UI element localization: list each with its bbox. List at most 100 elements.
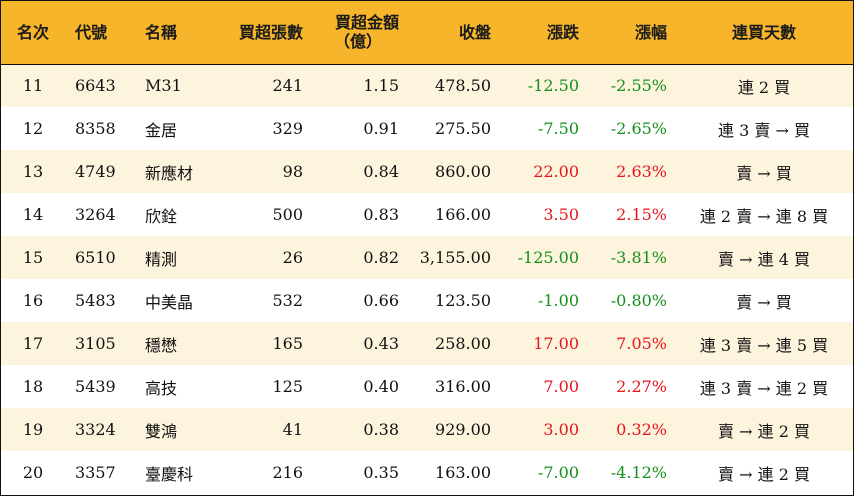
cell-close: 258.00 bbox=[435, 334, 491, 353]
cell-name: 穩懋 bbox=[145, 335, 178, 355]
cell-name: 中美晶 bbox=[145, 292, 194, 312]
cell-pct: -2.55% bbox=[610, 76, 667, 96]
col-header-volume: 買超張數 bbox=[215, 1, 311, 65]
cell-close: 166.00 bbox=[435, 205, 491, 224]
cell-change: -1.00 bbox=[537, 291, 579, 310]
cell-volume: 165 bbox=[272, 334, 303, 353]
table-row: 16 5483 中美晶 532 0.66 123.50 -1.00 -0.80% 賣 → 買 bbox=[1, 279, 853, 322]
table-row: 17 3105 穩懋 165 0.43 258.00 17.00 7.05% 連 3 賣 → 連… bbox=[1, 322, 853, 365]
cell-rank: 13 bbox=[22, 162, 44, 181]
cell-close: 316.00 bbox=[435, 377, 491, 396]
cell-name: 雙鴻 bbox=[145, 421, 178, 441]
cell-name: 臺慶科 bbox=[145, 464, 194, 484]
cell-pct: 2.27% bbox=[616, 377, 667, 396]
cell-close: 478.50 bbox=[435, 76, 491, 96]
cell-volume: 500 bbox=[272, 205, 303, 224]
cell-name: 金居 bbox=[145, 120, 178, 140]
cell-volume: 98 bbox=[282, 162, 303, 181]
cell-code: 3357 bbox=[75, 463, 116, 482]
cell-pct: 2.15% bbox=[616, 205, 667, 224]
cell-close: 275.50 bbox=[435, 119, 491, 138]
cell-pct: 0.32% bbox=[616, 420, 667, 439]
col-header-pct: 漲幅 bbox=[587, 1, 675, 65]
cell-change: -7.00 bbox=[537, 463, 579, 482]
cell-rank: 18 bbox=[22, 377, 44, 396]
table-header-row: 名次 代號 名稱 買超張數 買超金額 （億） 收盤 漲跌 漲幅 連買天數 bbox=[1, 1, 853, 65]
cell-days: 賣 → 連 4 買 bbox=[718, 249, 810, 269]
cell-volume: 241 bbox=[272, 76, 303, 96]
cell-name: 高技 bbox=[145, 378, 178, 398]
cell-rank: 14 bbox=[22, 205, 44, 224]
col-header-code: 代號 bbox=[65, 1, 135, 65]
cell-code: 6643 bbox=[75, 76, 116, 96]
cell-change: 3.50 bbox=[543, 205, 579, 224]
col-header-name: 名稱 bbox=[135, 1, 215, 65]
cell-name: 新應材 bbox=[145, 163, 194, 183]
cell-code: 6510 bbox=[75, 248, 116, 267]
cell-days: 賣 → 買 bbox=[736, 292, 792, 312]
cell-close: 163.00 bbox=[435, 463, 491, 482]
cell-pct: 2.63% bbox=[616, 162, 667, 181]
cell-volume: 41 bbox=[282, 420, 303, 439]
cell-code: 5439 bbox=[75, 377, 116, 396]
cell-code: 4749 bbox=[75, 162, 116, 181]
cell-change: -7.50 bbox=[537, 119, 579, 138]
cell-rank: 20 bbox=[22, 463, 44, 482]
table-row: 15 6510 精測 26 0.82 3,155.00 -125.00 -3.81% 賣 → 連… bbox=[1, 236, 853, 279]
cell-rank: 19 bbox=[22, 420, 44, 439]
cell-days: 連 2 買 bbox=[737, 77, 791, 97]
col-header-days: 連買天數 bbox=[675, 1, 853, 65]
cell-code: 3264 bbox=[75, 205, 116, 224]
col-header-change: 漲跌 bbox=[499, 1, 587, 65]
cell-volume: 26 bbox=[282, 248, 303, 267]
cell-amount: 0.40 bbox=[363, 377, 399, 396]
cell-pct: 7.05% bbox=[616, 334, 667, 353]
cell-amount: 0.66 bbox=[363, 291, 399, 310]
cell-volume: 216 bbox=[272, 463, 303, 482]
cell-name: 精測 bbox=[145, 249, 178, 269]
cell-close: 123.50 bbox=[435, 291, 491, 310]
cell-amount: 0.84 bbox=[363, 162, 399, 181]
cell-change: -125.00 bbox=[517, 248, 579, 267]
cell-rank: 15 bbox=[22, 248, 44, 267]
cell-volume: 125 bbox=[272, 377, 303, 396]
cell-days: 連 2 賣 → 連 8 買 bbox=[699, 206, 829, 226]
col-header-amount-line2: （億） bbox=[333, 32, 382, 52]
cell-amount: 0.82 bbox=[363, 248, 399, 267]
cell-amount: 0.38 bbox=[363, 420, 399, 439]
cell-code: 3105 bbox=[75, 334, 116, 353]
cell-close: 860.00 bbox=[435, 162, 491, 181]
cell-amount: 0.91 bbox=[363, 119, 399, 138]
cell-close: 3,155.00 bbox=[419, 248, 491, 267]
cell-code: 8358 bbox=[75, 119, 116, 138]
table-row: 11 6643 M31 241 1.15 478.50 -12.50 -2.55% 連 2 買 bbox=[1, 64, 853, 107]
table-row: 14 3264 欣銓 500 0.83 166.00 3.50 2.15% 連 2 賣 → 連 … bbox=[1, 193, 853, 236]
cell-days: 連 3 賣 → 買 bbox=[718, 120, 810, 140]
cell-name: M31 bbox=[145, 76, 182, 96]
cell-volume: 329 bbox=[272, 119, 303, 138]
col-header-rank: 名次 bbox=[1, 1, 65, 65]
col-header-amount: 買超金額 （億） bbox=[311, 1, 407, 65]
cell-rank: 17 bbox=[22, 334, 44, 353]
cell-change: -12.50 bbox=[527, 76, 579, 96]
cell-amount: 1.15 bbox=[363, 76, 399, 96]
cell-amount: 0.43 bbox=[363, 334, 399, 353]
cell-days: 賣 → 連 2 買 bbox=[718, 421, 810, 441]
table-row: 19 3324 雙鴻 41 0.38 929.00 3.00 0.32% 賣 → 連 2 買 bbox=[1, 408, 853, 451]
table-row: 12 8358 金居 329 0.91 275.50 -7.50 -2.65% 連 3 賣 → … bbox=[1, 107, 853, 150]
cell-close: 929.00 bbox=[435, 420, 491, 439]
col-header-amount-line1: 買超金額 bbox=[334, 13, 399, 33]
cell-rank: 11 bbox=[22, 76, 44, 96]
cell-rank: 12 bbox=[22, 119, 44, 138]
cell-code: 5483 bbox=[75, 291, 116, 310]
cell-pct: -3.81% bbox=[610, 248, 667, 267]
cell-pct: -4.12% bbox=[610, 463, 667, 482]
cell-days: 連 3 賣 → 連 2 買 bbox=[699, 378, 829, 398]
cell-days: 賣 → 買 bbox=[736, 163, 792, 183]
cell-change: 17.00 bbox=[533, 334, 579, 353]
cell-name: 欣銓 bbox=[145, 206, 178, 226]
cell-rank: 16 bbox=[22, 291, 44, 310]
